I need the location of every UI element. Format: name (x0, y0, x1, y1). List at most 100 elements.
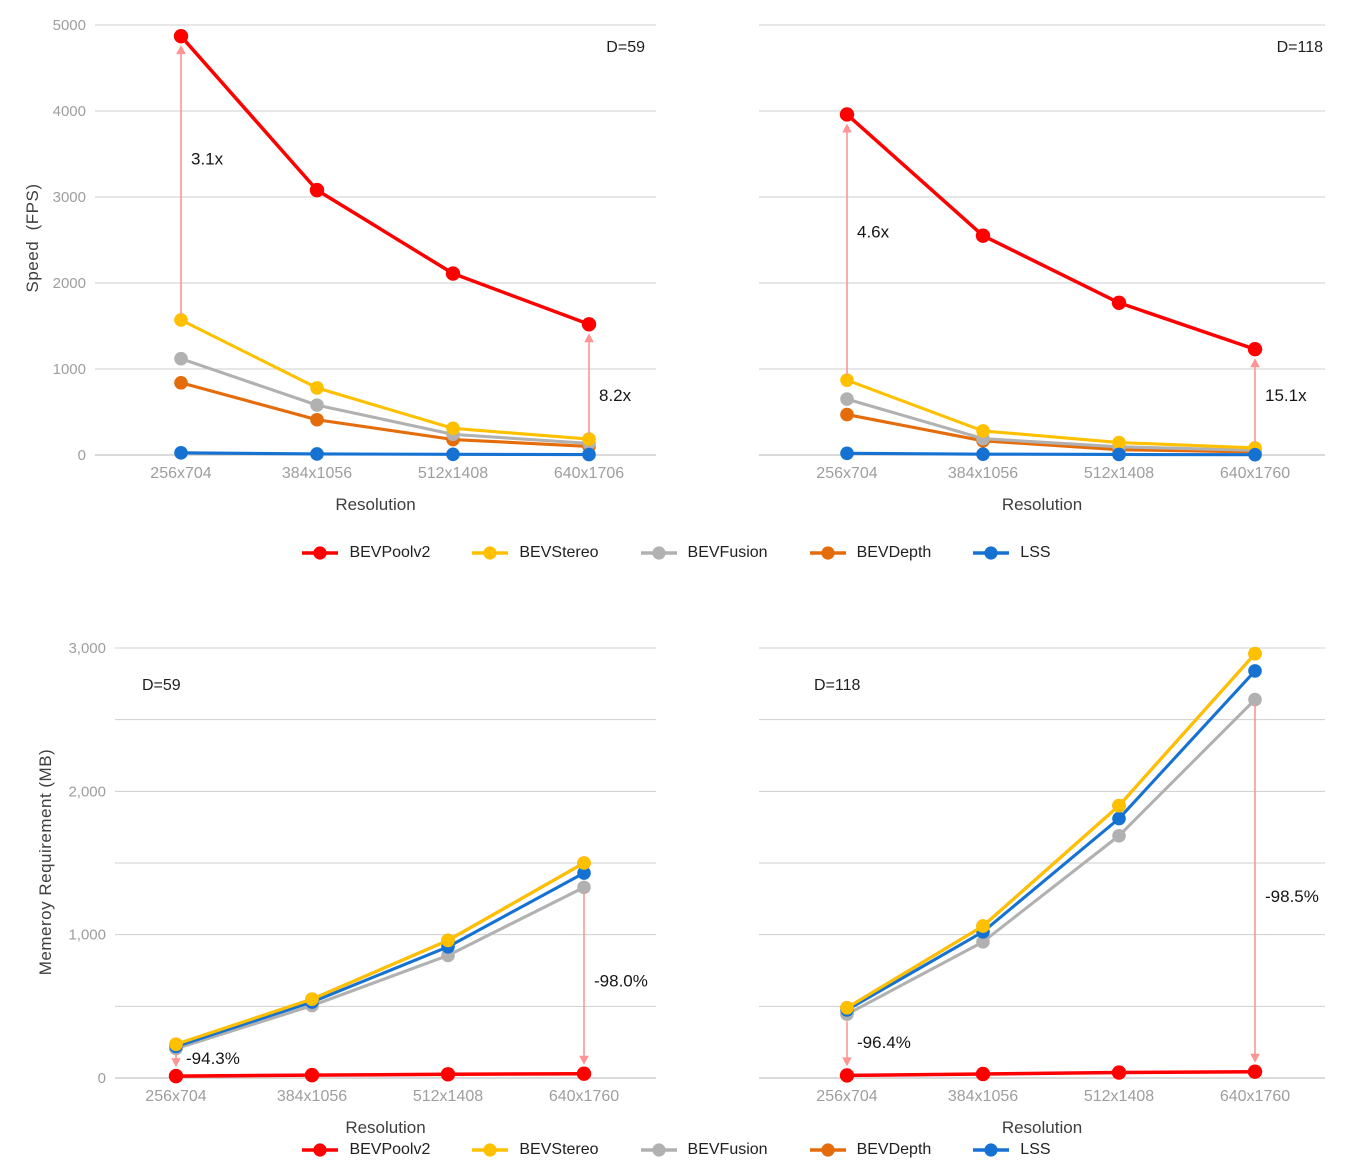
x-tick-label: 512x1408 (1084, 465, 1154, 482)
legend-label: BEVFusion (687, 1141, 768, 1158)
data-point-BEVPoolv2 (576, 1066, 592, 1081)
y-tick-label: 2000 (53, 275, 86, 292)
y-tick-label: 3,000 (68, 640, 106, 657)
data-point-BEVPoolv2 (1111, 295, 1127, 310)
series-line-BEVStereo (845, 652, 1257, 1010)
legend-marker-icon (973, 1143, 1010, 1157)
legend-dot (984, 546, 998, 560)
legend-top: BEVPoolv2 BEVStereo BEVFusion BEVDepth LSS (0, 536, 1351, 570)
comparison-arrow-head (579, 1055, 589, 1065)
comparison-arrow-head (584, 333, 594, 343)
data-point-BEVStereo (976, 424, 990, 438)
y-tick-label: 2,000 (68, 783, 106, 800)
data-point-BEVPoolv2 (839, 107, 855, 122)
data-point-BEVPoolv2 (1111, 1065, 1127, 1080)
data-point-BEVPoolv2 (975, 228, 991, 243)
series-line-LSS (845, 451, 1257, 457)
data-point-BEVStereo (305, 992, 319, 1006)
comparison-arrow-head (842, 123, 852, 133)
data-point-LSS (1112, 811, 1126, 826)
comparison-arrow-head (176, 45, 186, 55)
legend-dot (820, 546, 835, 560)
series-line-LSS (179, 451, 591, 457)
legend-dot (483, 546, 497, 560)
comparison-arrow-head (842, 1057, 852, 1067)
depth-bins-label: D=118 (814, 677, 861, 694)
legend-marker-icon (302, 546, 339, 560)
series-line-BEVStereo (845, 378, 1257, 450)
data-point-BEVPoolv2 (581, 317, 597, 332)
data-point-BEVStereo (1248, 646, 1262, 661)
legend-dot (483, 1143, 497, 1157)
legend-item-lss: LSS (971, 544, 1051, 562)
data-point-BEVStereo (174, 313, 188, 327)
series-line-BEVFusion (845, 397, 1257, 452)
data-point-LSS (1248, 664, 1262, 678)
x-tick-label: 384x1056 (948, 1088, 1018, 1105)
data-point-BEVStereo (1112, 798, 1126, 813)
legend-marker-icon (472, 1143, 509, 1157)
y-tick-label: 3000 (53, 189, 86, 206)
series-line-BEVFusion (845, 698, 1257, 1016)
data-point-BEVFusion (976, 935, 990, 949)
legend-marker-icon (640, 546, 677, 560)
series-line-BEVPoolv2 (845, 112, 1257, 351)
data-point-BEVPoolv2 (304, 1067, 320, 1083)
data-point-BEVFusion (1112, 828, 1126, 843)
y-tick-label: 0 (78, 447, 86, 464)
data-point-BEVStereo (1112, 435, 1126, 450)
legend-item-bevfusion: BEVFusion (639, 544, 768, 562)
x-tick-label: 512x1408 (1084, 1088, 1154, 1105)
annotation-label: 4.6x (857, 222, 890, 241)
series-line-BEVDepth (179, 381, 591, 448)
legend-item-bevdepth: BEVDepth (808, 1141, 932, 1159)
data-point-LSS (174, 446, 188, 460)
legend-label: BEVDepth (856, 1141, 932, 1158)
x-tick-label: 640x1760 (1220, 465, 1290, 482)
comparison-arrow-head (171, 1058, 181, 1068)
legend-dot (651, 1143, 666, 1157)
data-point-BEVFusion (310, 398, 324, 412)
y-tick-label: 0 (98, 1070, 106, 1087)
series-line-BEVDepth (845, 652, 1257, 1010)
legend-label: BEVPoolv2 (349, 544, 431, 561)
x-tick-label: 256x704 (145, 1088, 206, 1105)
legend-dot (984, 1143, 998, 1157)
x-tick-label: 640x1760 (549, 1088, 619, 1105)
data-point-BEVFusion (840, 392, 854, 406)
comparison-arrow-head (1250, 1053, 1260, 1063)
legend-dot (820, 1143, 835, 1157)
legend-label: BEVFusion (687, 544, 768, 561)
data-point-LSS (310, 447, 324, 461)
data-point-BEVDepth (840, 407, 854, 422)
data-point-BEVPoolv2 (173, 28, 189, 44)
annotation-label: -98.0% (594, 972, 648, 991)
y-tick-label: 1000 (53, 361, 86, 378)
legend-item-bevfusion: BEVFusion (639, 1141, 768, 1159)
data-point-BEVPoolv2 (168, 1068, 184, 1084)
data-point-BEVFusion (174, 351, 188, 366)
annotation-label: -94.3% (186, 1049, 240, 1068)
data-point-BEVPoolv2 (445, 266, 461, 281)
x-tick-label: 256x704 (150, 465, 211, 482)
series-line-BEVStereo (174, 861, 586, 1046)
legend-label: BEVPoolv2 (349, 1141, 431, 1158)
annotation-label: 15.1x (1265, 386, 1307, 405)
legend-marker-icon (973, 546, 1010, 560)
data-point-LSS (1248, 447, 1262, 462)
x-axis-title: Resolution (1002, 1118, 1082, 1135)
legend-bottom: BEVPoolv2 BEVStereo BEVFusion BEVDepth LSS (0, 1133, 1351, 1167)
data-point-LSS (1112, 447, 1126, 462)
x-axis-title: Resolution (1002, 495, 1082, 514)
data-point-BEVStereo (840, 1000, 854, 1015)
chart-memory-d59: 0 1,000 2,000 3,000 256x704 384x1056 512x1408 6… (68, 640, 656, 1135)
series-line-BEVPoolv2 (845, 1069, 1257, 1078)
x-tick-label: 384x1056 (282, 465, 352, 482)
data-point-BEVFusion (577, 880, 591, 895)
data-point-BEVStereo (310, 381, 324, 395)
annotation-label: -96.4% (857, 1033, 911, 1052)
legend-marker-icon (302, 1143, 339, 1157)
data-point-BEVPoolv2 (309, 182, 325, 198)
data-point-BEVDepth (174, 375, 188, 390)
